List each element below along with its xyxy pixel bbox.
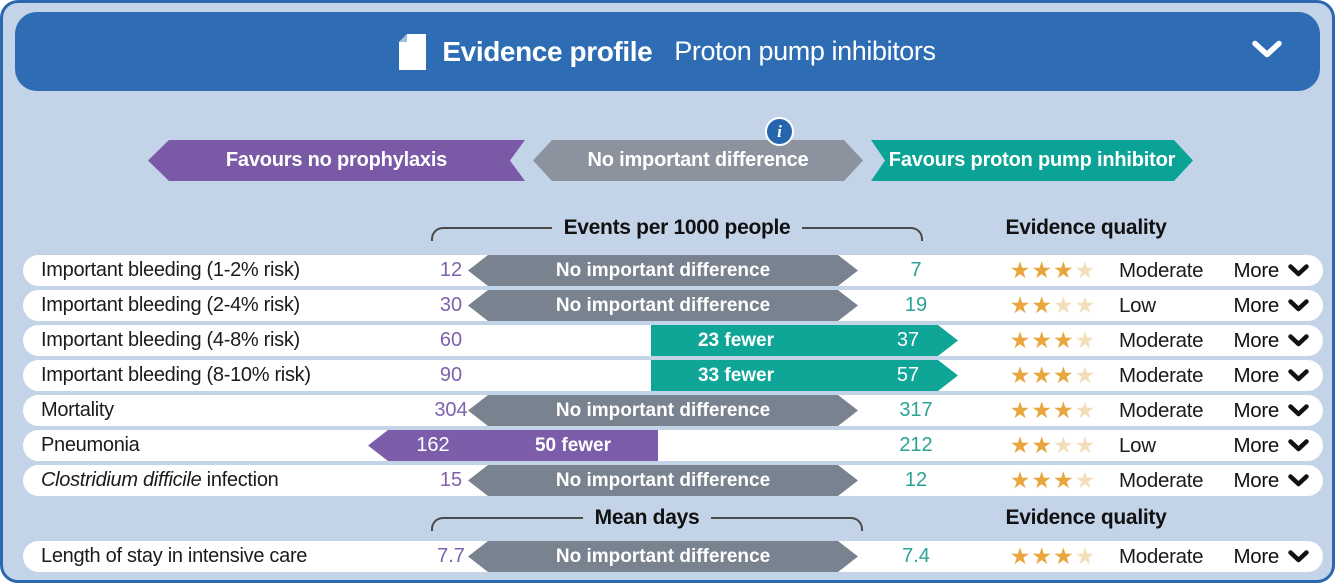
evidence-quality-header: Evidence quality [1005, 506, 1167, 529]
more-button[interactable]: More [1233, 325, 1309, 356]
quality-label: Moderate [1119, 329, 1204, 352]
quality-label: Moderate [1119, 469, 1204, 492]
events-per-1000-header: Events per 1000 people [431, 214, 923, 242]
left-value: 30 [439, 294, 463, 316]
quality-label: Moderate [1119, 364, 1204, 387]
evidence-quality-header: Evidence quality [1005, 216, 1167, 239]
quality-label: Moderate [1119, 259, 1204, 282]
banner-label: Favours no prophylaxis [225, 149, 448, 171]
favours-ppi-arrow: 33 fewer 57 [651, 360, 958, 391]
left-value: 12 [439, 259, 463, 281]
star-rating: ★★★★ [1009, 432, 1097, 458]
quality-label: Moderate [1119, 545, 1204, 568]
outcome-label: Pneumonia [41, 434, 140, 456]
more-button[interactable]: More [1233, 465, 1309, 496]
star-rating: ★★★★ [1009, 467, 1097, 493]
measure-header-label: Mean days [594, 506, 700, 529]
right-value: 19 [904, 294, 928, 316]
right-value: 37 [896, 329, 920, 351]
favours-ppi-arrow: 23 fewer 37 [651, 325, 958, 356]
more-button[interactable]: More [1233, 395, 1309, 426]
left-value: 15 [439, 469, 463, 491]
quality-label: Low [1119, 434, 1156, 457]
outcome-label: Important bleeding (1-2% risk) [41, 259, 300, 281]
right-value: 57 [896, 364, 920, 386]
more-button[interactable]: More [1233, 360, 1309, 391]
right-value: 317 [899, 399, 933, 421]
table-row: Length of stay in intensive care 7.7 No … [23, 541, 1323, 572]
outcome-label: Important bleeding (4-8% risk) [41, 329, 300, 351]
table-row: Important bleeding (2-4% risk) 30 No imp… [23, 290, 1323, 321]
table-row: Important bleeding (4-8% risk) 60 23 few… [23, 325, 1323, 356]
no-difference-arrow: No important difference [468, 541, 858, 572]
more-button[interactable]: More [1233, 430, 1309, 461]
star-rating: ★★★★ [1009, 362, 1097, 388]
chevron-down-icon [1288, 439, 1309, 452]
banner-label: No important difference [587, 149, 809, 171]
outcome-label: Important bleeding (2-4% risk) [41, 294, 300, 316]
chevron-down-icon [1288, 474, 1309, 487]
right-value: 7.4 [902, 545, 930, 567]
star-rating: ★★★★ [1009, 397, 1097, 423]
no-difference-arrow: No important difference [468, 395, 858, 426]
no-difference-arrow: No important difference [468, 290, 858, 321]
table-row: Clostridium difficile infection 15 No im… [23, 465, 1323, 496]
star-rating: ★★★★ [1009, 327, 1097, 353]
chevron-down-icon [1288, 299, 1309, 312]
more-button[interactable]: More [1233, 541, 1309, 572]
quality-label: Low [1119, 294, 1156, 317]
favours-no-prophylaxis-arrow: 162 50 fewer [368, 430, 658, 461]
table-row: Important bleeding (8-10% risk) 90 33 fe… [23, 360, 1323, 391]
left-value: 90 [439, 364, 463, 386]
left-value: 7.7 [437, 545, 465, 567]
mean-days-header: Mean days [431, 504, 863, 532]
chevron-down-icon [1288, 404, 1309, 417]
outcome-label: Mortality [41, 399, 114, 421]
more-button[interactable]: More [1233, 290, 1309, 321]
left-value: 304 [434, 399, 468, 421]
star-rating: ★★★★ [1009, 257, 1097, 283]
star-rating: ★★★★ [1009, 292, 1097, 318]
quality-label: Moderate [1119, 399, 1204, 422]
table-row: Mortality 304 No important difference 31… [23, 395, 1323, 426]
outcome-label: Important bleeding (8-10% risk) [41, 364, 311, 386]
outcome-label: Clostridium difficile infection [41, 469, 279, 491]
chevron-down-icon [1288, 369, 1309, 382]
page-subtitle: Proton pump inhibitors [674, 36, 936, 66]
right-value: 212 [899, 434, 933, 456]
right-value: 7 [910, 259, 922, 281]
chevron-down-icon [1288, 334, 1309, 347]
banner-label: Favours proton pump inhibitor [888, 149, 1176, 171]
star-rating: ★★★★ [1009, 543, 1097, 569]
banner-favours-ppi: Favours proton pump inhibitor [871, 140, 1193, 181]
header-bar: Evidence profile Proton pump inhibitors [15, 12, 1320, 91]
collapse-chevron-down-icon[interactable] [1252, 40, 1282, 63]
document-icon [399, 33, 427, 70]
left-value: 162 [416, 434, 450, 456]
no-difference-arrow: No important difference [468, 255, 858, 286]
chevron-down-icon [1288, 264, 1309, 277]
table-row: Pneumonia 162 50 fewer 212 ★★★★ Low More [23, 430, 1323, 461]
table-row: Important bleeding (1-2% risk) 12 No imp… [23, 255, 1323, 286]
more-button[interactable]: More [1233, 255, 1309, 286]
measure-header-label: Events per 1000 people [563, 216, 791, 239]
left-value: 60 [439, 329, 463, 351]
right-value: 12 [904, 469, 928, 491]
chevron-down-icon [1288, 550, 1309, 563]
page-title: Evidence profile [442, 35, 653, 67]
banner-no-important-difference: No important difference [533, 140, 863, 181]
no-difference-arrow: No important difference [468, 465, 858, 496]
info-icon[interactable]: i [765, 117, 794, 146]
banner-favours-no-prophylaxis: Favours no prophylaxis [148, 140, 525, 181]
outcome-label: Length of stay in intensive care [41, 545, 308, 567]
